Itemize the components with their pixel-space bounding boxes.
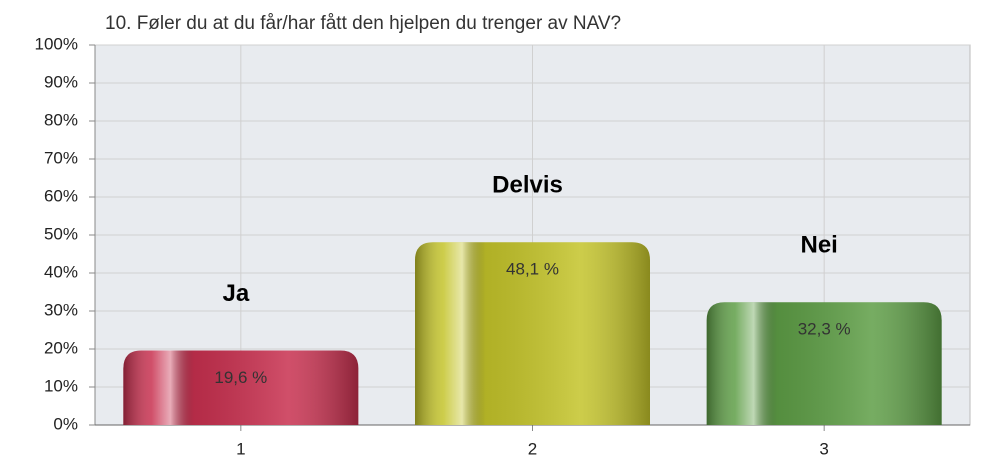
y-tick-label: 60% [44,186,78,205]
y-tick-label: 10% [44,376,78,395]
y-tick-label: 80% [44,110,78,129]
bar-shade [415,242,650,425]
y-tick-label: 100% [35,34,78,53]
value-label: 19,6 % [214,368,267,387]
bar-shade [123,350,359,425]
x-tick-label: 1 [236,439,245,458]
y-tick-label: 30% [44,300,78,319]
y-tick-label: 90% [44,72,78,91]
chart-title: 10. Føler du at du får/har fått den hjel… [105,13,621,34]
y-tick-label: 20% [44,338,78,357]
annotation: Delvis [492,172,563,199]
x-tick-label: 3 [819,439,828,458]
value-label: 32,3 % [798,320,851,339]
y-tick-label: 0% [53,414,78,433]
annotation: Ja [222,280,249,307]
y-tick-label: 70% [44,148,78,167]
annotation: Nei [800,232,837,259]
bar-shade [706,302,942,425]
y-tick-label: 40% [44,262,78,281]
y-tick-label: 50% [44,224,78,243]
value-label: 48,1 % [506,260,559,279]
x-tick-label: 2 [528,439,537,458]
